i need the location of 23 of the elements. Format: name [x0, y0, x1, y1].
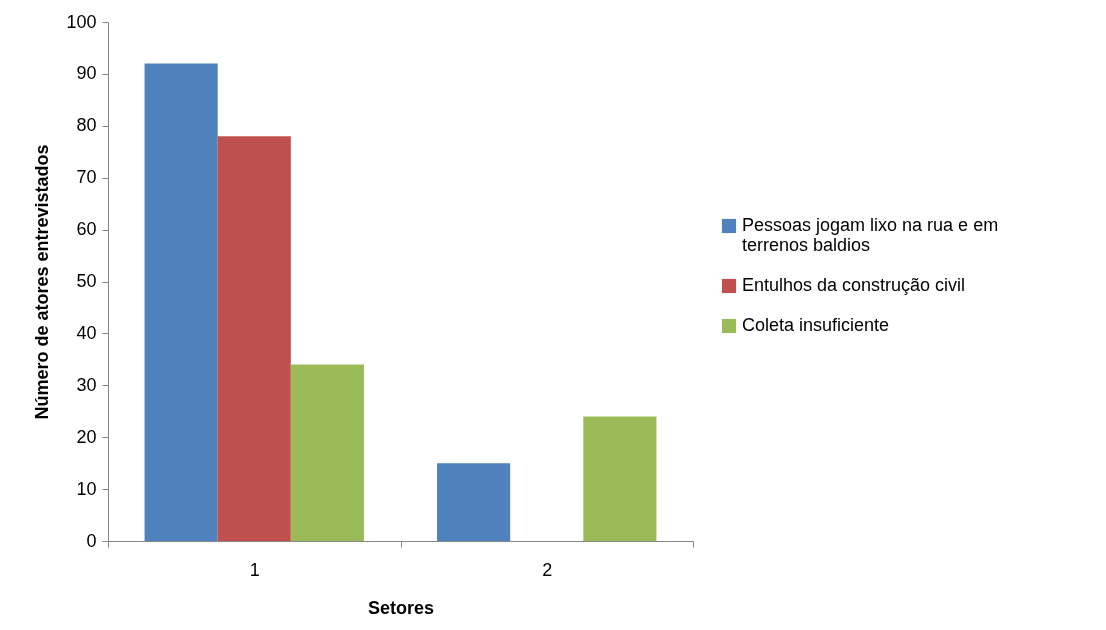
- y-tick-label: 100: [66, 11, 97, 32]
- y-tick-label: 10: [76, 478, 97, 499]
- bar: [290, 364, 364, 541]
- y-tick-label: 30: [76, 374, 97, 395]
- y-tick-label: 20: [76, 426, 97, 447]
- bar: [437, 463, 511, 541]
- y-tick-label: 50: [76, 271, 97, 291]
- y-tick-label: 80: [76, 115, 97, 136]
- bar: [583, 416, 657, 541]
- y-tick-label: 40: [76, 322, 97, 343]
- y-axis-title: Número de atores entrevistados: [32, 144, 53, 420]
- legend-label: Coleta insuficiente: [742, 315, 890, 335]
- bar: [144, 63, 218, 541]
- legend-label: Entulhos da construção civil: [742, 275, 966, 295]
- y-tick-label: 90: [76, 63, 97, 84]
- y-tick-label: 70: [76, 167, 97, 188]
- x-tick-label: 2: [542, 559, 553, 580]
- bar: [217, 136, 291, 541]
- x-axis-title: Setores: [367, 597, 435, 618]
- y-tick-label: 0: [86, 530, 97, 551]
- x-tick-label: 1: [249, 559, 260, 580]
- legend-label: Pessoas jogam lixo na rua e em terrenos baldios: [742, 215, 999, 255]
- y-tick-label: 60: [76, 219, 97, 240]
